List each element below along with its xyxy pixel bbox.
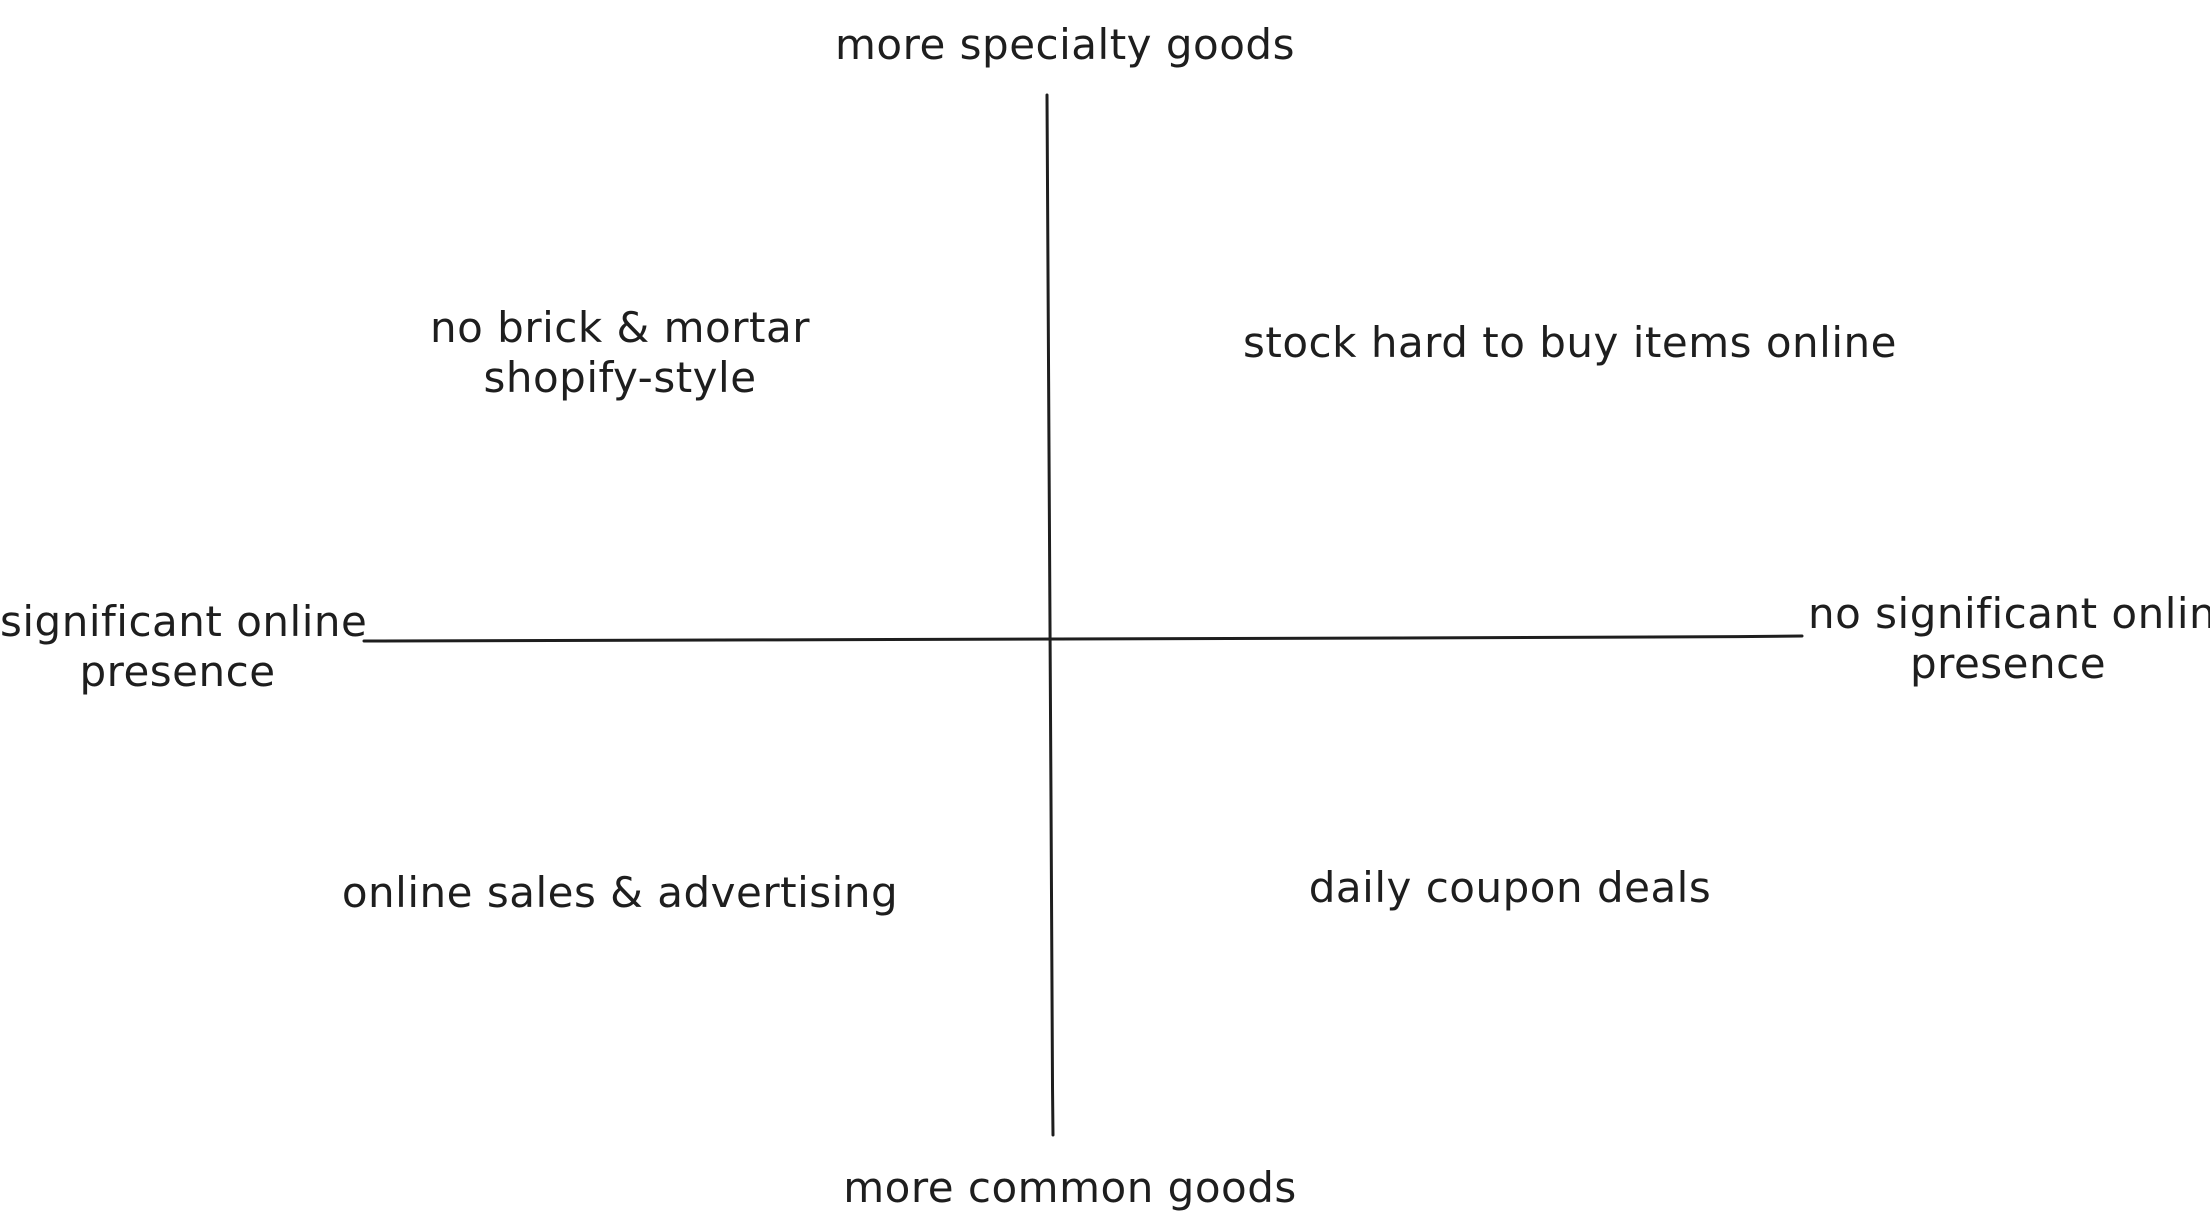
top-left-quadrant-label: no brick & mortar shopify-style bbox=[430, 303, 810, 402]
bottom-axis-label: more common goods bbox=[843, 1163, 1297, 1212]
horizontal-axis bbox=[362, 634, 1804, 643]
top-axis-label: more specialty goods bbox=[835, 20, 1295, 69]
left-axis-label: significant online presence bbox=[0, 597, 368, 696]
vertical-axis bbox=[1045, 93, 1055, 1137]
right-axis-label: no significant online presence bbox=[1808, 589, 2210, 688]
top-right-quadrant-label: stock hard to buy items online bbox=[1243, 318, 1897, 367]
bottom-left-quadrant-label: online sales & advertising bbox=[341, 868, 899, 917]
bottom-right-quadrant-label: daily coupon deals bbox=[1308, 863, 1712, 912]
